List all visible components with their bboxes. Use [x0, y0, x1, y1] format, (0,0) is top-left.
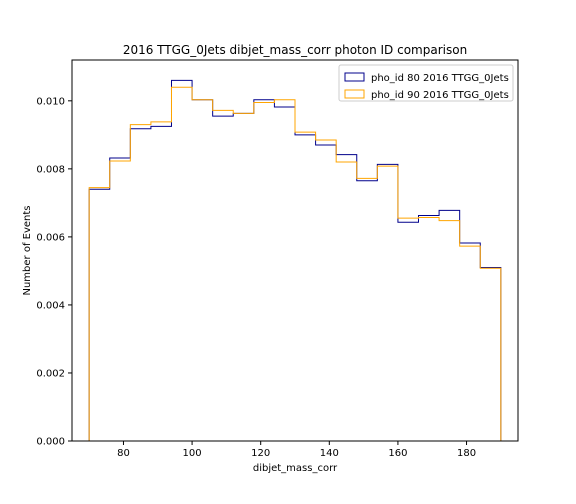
x-tick-label: 160 — [388, 448, 407, 459]
x-tick-label: 180 — [457, 448, 476, 459]
legend-swatch-1 — [344, 72, 365, 82]
x-tick-label: 120 — [251, 448, 270, 459]
x-tick-label: 80 — [117, 448, 130, 459]
legend-label-2: pho_id 90 2016 TTGG_0Jets — [371, 90, 509, 101]
y-tick-label: 0.006 — [36, 232, 65, 243]
y-tick-label: 0.010 — [36, 96, 65, 107]
plot-frame — [71, 59, 519, 442]
x-axis-label: dibjet_mass_corr — [253, 463, 338, 474]
y-tick-label: 0.002 — [36, 368, 65, 379]
legend-label-1: pho_id 80 2016 TTGG_0Jets — [371, 73, 509, 84]
chart-title: 2016 TTGG_0Jets dibjet_mass_corr photon … — [123, 43, 467, 57]
x-tick-label: 100 — [183, 448, 202, 459]
series-line-1 — [88, 79, 502, 441]
y-tick-label: 0.008 — [36, 164, 65, 175]
series-line-2 — [88, 86, 502, 441]
legend: pho_id 80 2016 TTGG_0Jets pho_id 90 2016 … — [338, 64, 514, 102]
legend-swatch-2 — [344, 89, 365, 99]
y-tick-label: 0.000 — [36, 437, 65, 448]
y-tick-label: 0.004 — [36, 300, 65, 311]
legend-box — [338, 64, 514, 102]
x-tick-label: 140 — [320, 448, 339, 459]
y-axis-label: Number of Events — [22, 205, 33, 295]
